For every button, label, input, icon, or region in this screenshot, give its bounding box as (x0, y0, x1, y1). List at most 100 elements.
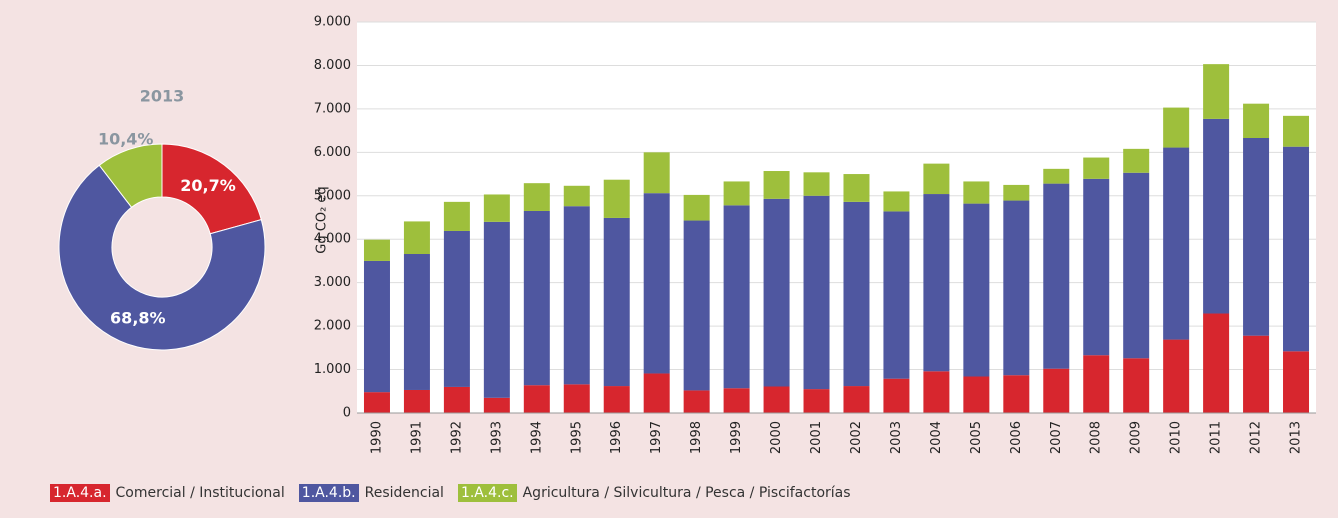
bar-segment (923, 163, 950, 195)
bar-segment (763, 171, 790, 199)
x-tick-label: 1991 (409, 421, 424, 454)
bar-segment (1283, 146, 1310, 352)
x-tick-label: 2002 (849, 421, 864, 454)
bar-segment (563, 206, 590, 385)
bar-segment (1123, 358, 1150, 413)
y-tick-label: 6.000 (314, 145, 351, 160)
bar-segment (1003, 200, 1030, 376)
bar-segment (643, 152, 670, 194)
x-tick-label: 2000 (769, 421, 784, 454)
donut-slice (98, 143, 163, 209)
legend-code: 1.A.4.a. (50, 484, 110, 502)
bar-segment (1243, 335, 1270, 413)
x-tick-label: 1993 (489, 421, 504, 454)
legend-code: 1.A.4.c. (457, 484, 517, 502)
y-tick-label: 9.000 (314, 15, 351, 30)
y-tick-label: 0 (343, 406, 351, 421)
y-tick-label: 5.000 (314, 188, 351, 203)
bar-segment (403, 253, 430, 390)
bar-segment (803, 195, 830, 390)
y-tick-label: 2.000 (314, 319, 351, 334)
x-tick-label: 2010 (1169, 421, 1184, 454)
bar-segment (883, 191, 910, 212)
x-tick-label: 1995 (569, 421, 584, 454)
bar-segment (1163, 107, 1190, 148)
bar-segment (763, 198, 790, 387)
x-tick-label: 2001 (809, 421, 824, 454)
bar-segment (603, 179, 630, 218)
bar-segment (1003, 184, 1030, 201)
bar-segment (963, 376, 990, 413)
x-tick-label: 2007 (1049, 421, 1064, 454)
legend-label: Agricultura / Silvicultura / Pesca / Pis… (522, 485, 851, 501)
slice-label: 68,8% (110, 309, 166, 328)
bar-segment (1283, 115, 1310, 147)
bar-segment (1003, 375, 1030, 413)
bar-segment (1123, 172, 1150, 359)
y-tick-label: 3.000 (314, 275, 351, 290)
x-tick-label: 2012 (1249, 421, 1264, 454)
donut-title: 2013 (140, 87, 185, 106)
x-tick-label: 2008 (1089, 421, 1104, 454)
bar-segment (723, 205, 750, 389)
bar-segment (603, 386, 630, 413)
bar-segment (483, 221, 510, 398)
y-tick-label: 4.000 (314, 232, 351, 247)
legend-label: Comercial / Institucional (115, 485, 285, 501)
x-tick-label: 2013 (1289, 421, 1304, 454)
x-tick-label: 1990 (369, 421, 384, 454)
bar-segment (363, 260, 390, 393)
bar-segment (483, 397, 510, 413)
x-tick-label: 2006 (1009, 421, 1024, 454)
bar-segment (403, 389, 430, 413)
bar-segment (1083, 178, 1110, 356)
y-axis-label: Gg CO₂ eq (315, 186, 330, 253)
bar-segment (403, 221, 430, 254)
bar-segment (1083, 157, 1110, 179)
bar-segment (923, 194, 950, 372)
x-tick-label: 2011 (1209, 421, 1224, 454)
bar-segment (1243, 103, 1270, 138)
x-tick-label: 2005 (969, 421, 984, 454)
bar-segment (363, 392, 390, 413)
bar-segment (563, 185, 590, 207)
bar-segment (723, 181, 750, 206)
bar-segment (1203, 64, 1230, 119)
bar-segment (363, 239, 390, 261)
bar-segment (963, 181, 990, 204)
x-tick-label: 1999 (729, 421, 744, 454)
slice-label: 10,4% (98, 129, 154, 148)
x-tick-label: 1997 (649, 421, 664, 454)
bar-segment (803, 172, 830, 196)
donut-slice (58, 164, 266, 351)
bar-segment (563, 384, 590, 413)
bar-segment (1163, 339, 1190, 413)
bar-segment (1243, 137, 1270, 336)
bar-segment (443, 230, 470, 387)
y-tick-label: 8.000 (314, 58, 351, 73)
x-tick-label: 1992 (449, 421, 464, 454)
bar-segment (1203, 118, 1230, 314)
bar-segment (883, 378, 910, 413)
bar-segment (643, 193, 670, 374)
bar-segment (523, 385, 550, 413)
bar-segment (963, 203, 990, 377)
y-tick-label: 7.000 (314, 101, 351, 116)
legend-code: 1.A.4.b. (298, 484, 359, 502)
bar-segment (843, 386, 870, 413)
bar-segment (683, 220, 710, 391)
bar-segment (1043, 368, 1070, 413)
bar-segment (1083, 355, 1110, 413)
plot-area (357, 22, 1316, 413)
bar-segment (643, 373, 670, 413)
bar-segment (603, 217, 630, 387)
bar-segment (483, 194, 510, 222)
bar-segment (683, 390, 710, 413)
x-tick-label: 1996 (609, 421, 624, 454)
bar-segment (1203, 313, 1230, 413)
bar-segment (443, 386, 470, 413)
x-tick-label: 2009 (1129, 421, 1144, 454)
bar-segment (843, 174, 870, 202)
bar-segment (1043, 183, 1070, 369)
